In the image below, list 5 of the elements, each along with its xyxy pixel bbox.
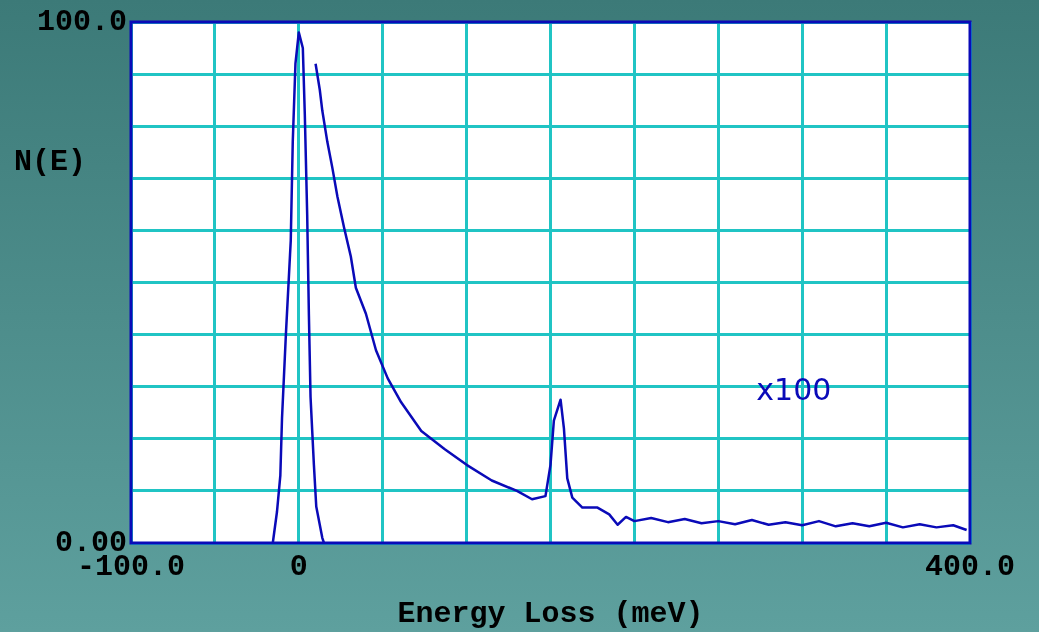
y-tick-label: 100.0: [36, 4, 127, 39]
x-tick-label: 0: [289, 549, 308, 584]
x-tick-label: 400.0: [924, 549, 1016, 584]
x-axis-title: Energy Loss (meV): [397, 596, 704, 631]
y-axis-title: N(E): [14, 144, 87, 179]
